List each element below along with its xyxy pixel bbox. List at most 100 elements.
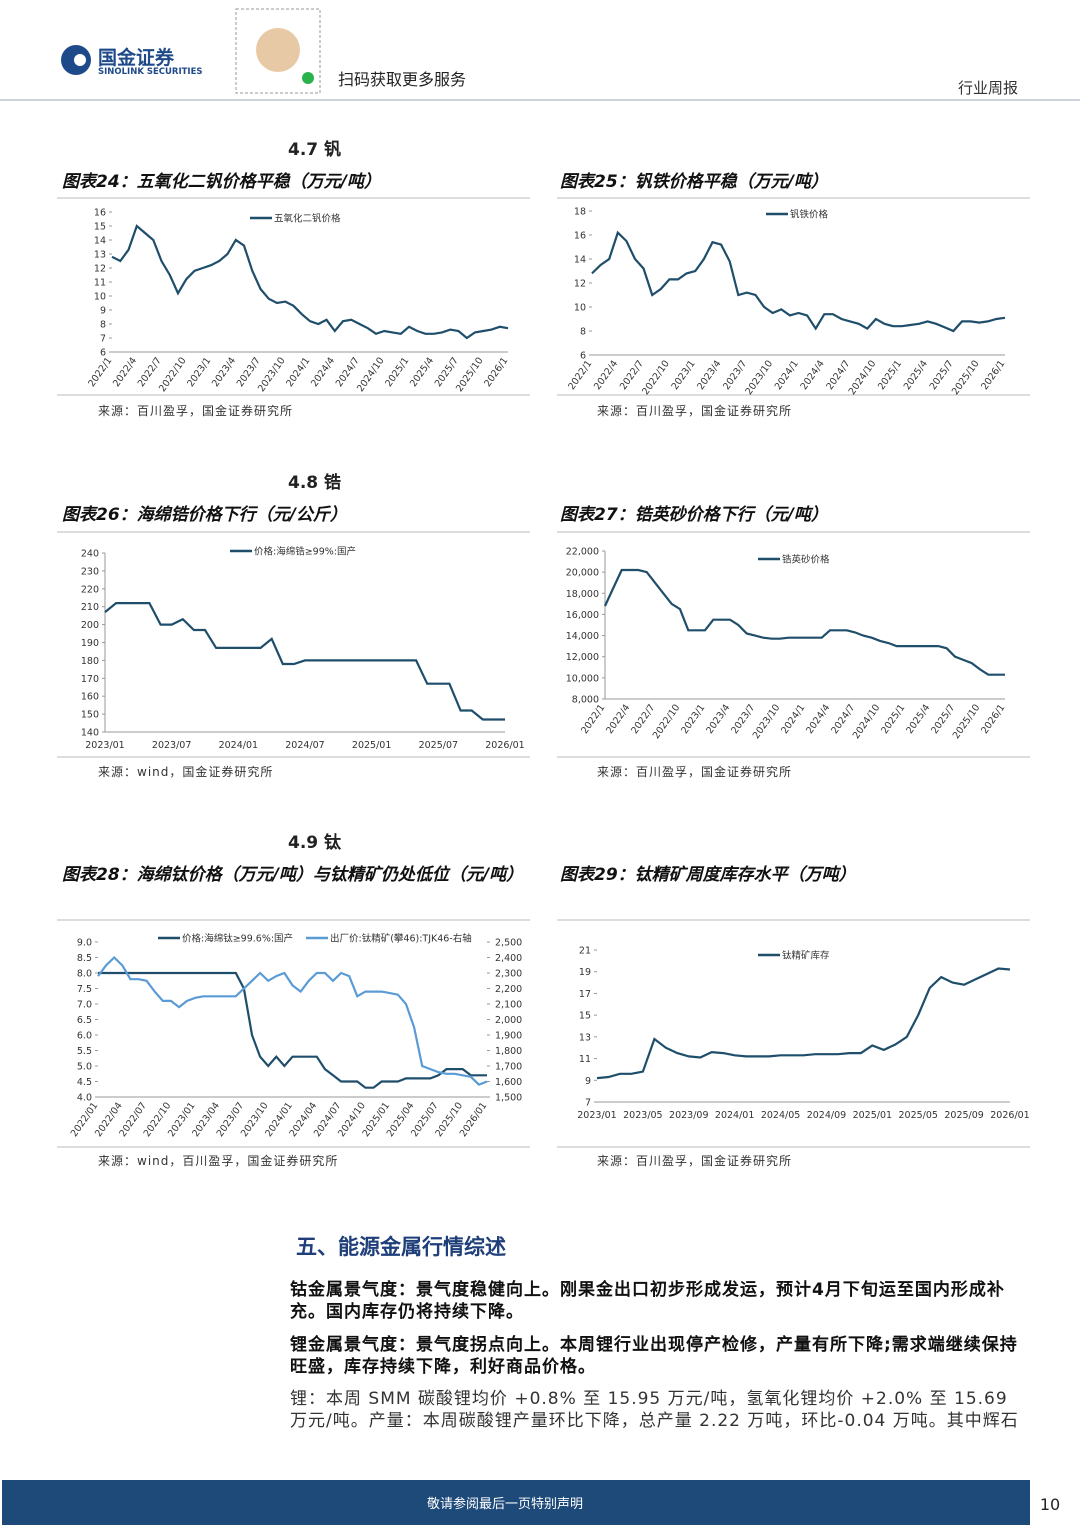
y-tick-label: 11: [94, 278, 106, 289]
x-tick-label: 2023/1: [185, 355, 213, 389]
series-line: [591, 230, 1006, 333]
legend-label: 价格:海绵锆≥99%:国产: [254, 546, 356, 558]
y2-tick-label: 2,000: [495, 1015, 522, 1026]
legend-label: 出厂价:钛精矿(攀46):TJK46-右轴: [330, 933, 472, 945]
paragraph: 钴金属景气度：景气度稳健向上。刚果金出口初步形成发运，预计4月下旬运至国内形成补…: [290, 1280, 1005, 1322]
y-tick-label: 160: [81, 692, 99, 703]
x-tick-label: 2024/1: [773, 358, 801, 392]
y-tick-label: 170: [81, 674, 99, 685]
logo-mark-inner: [74, 54, 86, 66]
y-tick-label: 200: [81, 620, 99, 631]
x-tick-label: 2025/07: [419, 740, 458, 751]
y-tick-label: 17: [579, 989, 591, 1000]
y-tick-label: 6.0: [77, 1031, 92, 1042]
chart-title: 图表24：五氧化二钒价格平稳（万元/吨）: [62, 172, 381, 192]
y-tick-label: 180: [81, 656, 99, 667]
chart-source: 来源：wind，百川盈孚，国金证券研究所: [98, 1154, 339, 1168]
y-tick-label: 8: [580, 327, 586, 338]
chart-source: 来源：百川盈孚，国金证券研究所: [98, 404, 294, 418]
chart-title: 图表28：海绵钛价格（万元/吨）与钛精矿仍处低位（元/吨）: [62, 865, 524, 885]
x-tick-label: 2023/1: [670, 358, 698, 392]
x-tick-label: 2023/4: [704, 702, 732, 736]
x-tick-label: 2024/1: [284, 355, 312, 389]
legend-label: 钛精矿库存: [782, 950, 830, 962]
series-line: [104, 602, 505, 721]
x-tick-label: 2025/01: [853, 1110, 892, 1121]
y-tick-label: 6: [580, 351, 586, 362]
y2-tick-label: 2,100: [495, 1000, 522, 1011]
qr-badge: [302, 72, 314, 84]
y-tick-label: 7: [100, 334, 106, 345]
qr-caption: 扫码获取更多服务: [338, 70, 466, 89]
y2-tick-label: 1,900: [495, 1031, 522, 1042]
x-tick-label: 2024/09: [807, 1110, 846, 1121]
x-tick-label: 2025/05: [898, 1110, 937, 1121]
logo-en: SINOLINK SECURITIES: [98, 67, 203, 77]
x-tick-label: 2024/01: [219, 740, 258, 751]
y2-tick-label: 2,500: [495, 938, 522, 949]
y-tick-label: 10,000: [566, 673, 599, 684]
y-tick-label: 6.5: [77, 1015, 92, 1026]
x-tick-label: 2024/4: [309, 355, 337, 389]
series-line: [111, 224, 509, 340]
y-tick-label: 21: [579, 946, 591, 957]
legend-label: 钒铁价格: [790, 209, 829, 221]
paragraph: 锂：本周 SMM 碳酸锂均价 +0.8% 至 15.95 万元/吨，氢氧化锂均价…: [290, 1389, 1019, 1431]
y-tick-label: 20,000: [566, 568, 599, 579]
y2-tick-label: 2,400: [495, 953, 522, 964]
x-tick-label: 2025/1: [383, 355, 411, 389]
y-tick-label: 14: [574, 255, 586, 266]
section-title: 4.7 钒: [288, 140, 342, 160]
x-tick-label: 2022/1: [579, 702, 607, 736]
y-tick-label: 15: [94, 222, 106, 233]
x-tick-label: 2025/09: [944, 1110, 983, 1121]
x-tick-label: 2026/1: [979, 702, 1007, 736]
y-tick-label: 8,000: [572, 695, 599, 706]
x-tick-label: 2022/4: [592, 358, 620, 392]
y-tick-label: 11: [579, 1054, 591, 1065]
y-tick-label: 12,000: [566, 652, 599, 663]
y-tick-label: 19: [579, 967, 591, 978]
legend-label: 五氧化二钒价格: [274, 213, 341, 225]
chart-source: 来源：百川盈孚，国金证券研究所: [597, 1154, 793, 1168]
y-tick-label: 7: [585, 1098, 591, 1109]
legend-label: 价格:海绵钛≥99.6%:国产: [182, 933, 293, 945]
logo-cn: 国金证券: [98, 46, 175, 69]
x-tick-label: 2024/4: [804, 702, 832, 736]
chart-title: 图表29：钛精矿周度库存水平（万吨）: [560, 865, 856, 885]
x-tick-label: 2023/1: [679, 702, 707, 736]
chart-title: 图表27：锆英砂价格下行（元/吨）: [560, 505, 828, 525]
y2-tick-label: 2,300: [495, 969, 522, 980]
x-tick-label: 2026/01: [990, 1110, 1029, 1121]
section-title: 4.9 钛: [288, 833, 342, 853]
legend-label: 锆英砂价格: [782, 554, 830, 566]
chart-title: 图表25：钒铁价格平稳（万元/吨）: [560, 172, 828, 192]
y2-tick-label: 1,600: [495, 1077, 522, 1088]
x-tick-label: 2024/01: [715, 1110, 754, 1121]
x-tick-label: 2023/4: [210, 355, 238, 389]
x-tick-label: 2026/01: [485, 740, 524, 751]
paragraph: 锂金属景气度：景气度拐点向上。本周锂行业出现停产检修，产量有所下降;需求端继续保…: [290, 1335, 1018, 1377]
x-tick-label: 2025/01: [352, 740, 391, 751]
y-tick-label: 22,000: [566, 547, 599, 558]
x-tick-label: 2024/07: [285, 740, 324, 751]
y2-tick-label: 1,500: [495, 1093, 522, 1104]
y-tick-label: 4.5: [77, 1077, 92, 1088]
x-tick-label: 2023/05: [623, 1110, 662, 1121]
y-tick-label: 14: [94, 236, 106, 247]
y-tick-label: 5.5: [77, 1046, 92, 1057]
y-tick-label: 7.0: [77, 1000, 92, 1011]
section-title: 4.8 锆: [288, 473, 342, 493]
report-type: 行业周报: [958, 79, 1018, 97]
x-tick-label: 2022/1: [566, 358, 594, 392]
y-tick-label: 230: [81, 566, 99, 577]
x-tick-label: 2025/4: [902, 358, 930, 392]
x-tick-label: 2022/1: [86, 355, 114, 389]
y-tick-label: 12: [574, 279, 586, 290]
footer-notice: 敬请参阅最后一页特别声明: [427, 1496, 583, 1512]
series-line: [98, 971, 487, 1089]
y-tick-label: 18,000: [566, 589, 599, 600]
x-tick-label: 2024/1: [779, 702, 807, 736]
y-tick-label: 9: [585, 1076, 591, 1087]
